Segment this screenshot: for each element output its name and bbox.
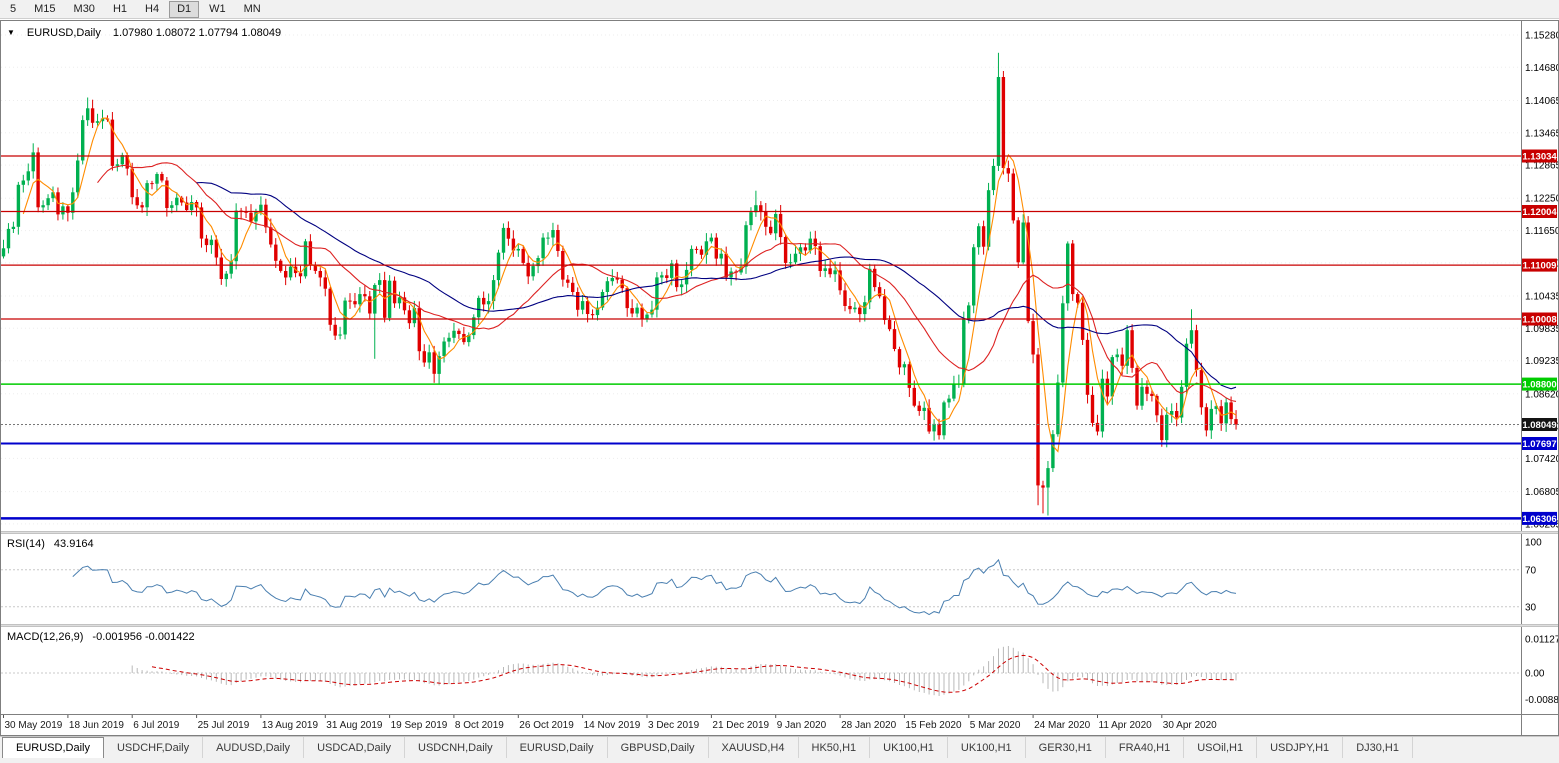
chart-tab-hk50-h1[interactable]: HK50,H1 (799, 737, 871, 758)
timeframe-toolbar: 5 M15 M30 H1 H4 D1 W1 MN (0, 0, 1559, 19)
svg-text:0.00: 0.00 (1525, 669, 1545, 680)
svg-text:3 Dec 2019: 3 Dec 2019 (648, 720, 700, 731)
svg-text:19 Sep 2019: 19 Sep 2019 (391, 720, 448, 731)
chart-tab-gbpusd-daily[interactable]: GBPUSD,Daily (608, 737, 709, 758)
rsi-value: 43.9164 (53, 538, 94, 550)
svg-text:30: 30 (1525, 602, 1537, 613)
svg-text:1.07697: 1.07697 (1522, 439, 1556, 450)
macd-canvas[interactable]: 0.011277 0.00 -0.00884 (1, 627, 1558, 714)
svg-text:1.10008: 1.10008 (1522, 315, 1556, 326)
svg-text:1.12865: 1.12865 (1525, 161, 1558, 172)
svg-text:1.11650: 1.11650 (1525, 226, 1558, 237)
svg-text:31 Aug 2019: 31 Aug 2019 (326, 720, 383, 731)
chart-window: 1.15280 1.14680 1.14065 1.13465 1.12865 1.122… (0, 20, 1559, 736)
rsi-panel[interactable]: 100 70 30 RSI(14) 43.9164 (1, 534, 1558, 624)
svg-text:1.14065: 1.14065 (1525, 96, 1558, 107)
panel-splitter[interactable] (1, 624, 1558, 627)
chart-tab-usdcad-daily[interactable]: USDCAD,Daily (304, 737, 406, 758)
chart-symbol-period: EURUSD,Daily (26, 27, 101, 39)
timeframe-button-d1[interactable]: D1 (169, 0, 200, 18)
timeframe-button-m15[interactable]: M15 (34, 2, 56, 15)
svg-text:24 Mar 2020: 24 Mar 2020 (1034, 720, 1091, 731)
price-panel[interactable]: 1.15280 1.14680 1.14065 1.13465 1.12865 1.122… (1, 21, 1558, 531)
svg-text:1.13034: 1.13034 (1522, 152, 1557, 163)
chart-tab-ger30-h1[interactable]: GER30,H1 (1026, 737, 1106, 758)
svg-text:30 May 2019: 30 May 2019 (5, 720, 63, 731)
svg-text:1.13465: 1.13465 (1525, 128, 1558, 139)
chart-tab-xauusd-h4[interactable]: XAUUSD,H4 (709, 737, 799, 758)
svg-text:-0.00884: -0.00884 (1525, 695, 1558, 706)
chart-menu-icon[interactable]: ▼ (7, 28, 15, 37)
svg-text:13 Aug 2019: 13 Aug 2019 (262, 720, 319, 731)
macd-label: MACD(12,26,9) -0.001956 -0.001422 (7, 631, 195, 643)
chart-ohlc-values: 1.07980 1.08072 1.07794 1.08049 (112, 27, 282, 39)
chart-tab-usdjpy-h1[interactable]: USDJPY,H1 (1257, 737, 1344, 758)
svg-text:1.09835: 1.09835 (1525, 324, 1558, 335)
svg-text:1.08800: 1.08800 (1522, 380, 1556, 391)
svg-text:11 Apr 2020: 11 Apr 2020 (1099, 720, 1153, 731)
svg-text:1.08620: 1.08620 (1525, 389, 1558, 400)
rsi-canvas[interactable]: 100 70 30 (1, 534, 1558, 624)
macd-values: -0.001956 -0.001422 (92, 631, 195, 643)
svg-text:21 Dec 2019: 21 Dec 2019 (712, 720, 769, 731)
svg-text:8 Oct 2019: 8 Oct 2019 (455, 720, 504, 731)
macd-name: MACD(12,26,9) (7, 631, 84, 643)
timeframe-button-5[interactable]: 5 (10, 2, 17, 15)
svg-text:18 Jun 2019: 18 Jun 2019 (69, 720, 124, 731)
price-chart-canvas[interactable]: 1.15280 1.14680 1.14065 1.13465 1.12865 1.122… (1, 21, 1558, 531)
timeframe-button-mn[interactable]: MN (243, 2, 261, 15)
svg-text:1.12250: 1.12250 (1525, 194, 1558, 205)
svg-text:0.011277: 0.011277 (1525, 635, 1558, 646)
svg-text:70: 70 (1525, 565, 1537, 576)
svg-text:5 Mar 2020: 5 Mar 2020 (970, 720, 1021, 731)
time-axis-canvas[interactable]: 30 May 2019 18 Jun 2019 6 Jul 2019 25 Jul 2… (1, 714, 1558, 735)
svg-text:1.06805: 1.06805 (1525, 487, 1558, 498)
svg-text:1.15280: 1.15280 (1525, 31, 1558, 42)
svg-text:14 Nov 2019: 14 Nov 2019 (584, 720, 641, 731)
chart-tab-fra40-h1[interactable]: FRA40,H1 (1106, 737, 1185, 758)
timeframe-button-w1[interactable]: W1 (209, 2, 226, 15)
svg-text:15 Feb 2020: 15 Feb 2020 (905, 720, 962, 731)
chart-tab-usoil-h1[interactable]: USOil,H1 (1184, 737, 1258, 758)
time-axis[interactable]: 30 May 2019 18 Jun 2019 6 Jul 2019 25 Jul 2… (1, 714, 1558, 735)
svg-text:1.14680: 1.14680 (1525, 63, 1558, 74)
timeframe-button-h1[interactable]: H1 (112, 2, 127, 15)
chart-tab-eurusd-daily[interactable]: EURUSD,Daily (2, 737, 104, 758)
timeframe-button-h4[interactable]: H4 (145, 2, 160, 15)
svg-text:1.09235: 1.09235 (1525, 356, 1558, 367)
chart-tab-uk100-h1[interactable]: UK100,H1 (870, 737, 948, 758)
chart-title: ▼ EURUSD,Daily 1.07980 1.08072 1.07794 1… (7, 27, 281, 39)
timeframe-button-m30[interactable]: M30 (73, 2, 95, 15)
rsi-name: RSI(14) (7, 538, 45, 550)
macd-panel[interactable]: 0.011277 0.00 -0.00884 MACD(12,26,9) -0.00… (1, 627, 1558, 714)
svg-text:1.08049: 1.08049 (1522, 420, 1556, 431)
svg-text:26 Oct 2019: 26 Oct 2019 (519, 720, 574, 731)
svg-text:1.11009: 1.11009 (1523, 261, 1557, 272)
chart-tab-dj30-h1[interactable]: DJ30,H1 (1343, 737, 1413, 758)
svg-text:1.07420: 1.07420 (1525, 454, 1558, 465)
svg-text:6 Jul 2019: 6 Jul 2019 (133, 720, 180, 731)
svg-text:28 Jan 2020: 28 Jan 2020 (841, 720, 896, 731)
chart-tab-uk100-h1[interactable]: UK100,H1 (948, 737, 1026, 758)
svg-text:30 Apr 2020: 30 Apr 2020 (1163, 720, 1217, 731)
chart-tabs-bar: EURUSD,Daily USDCHF,Daily AUDUSD,Daily USDC… (0, 736, 1559, 763)
svg-text:100: 100 (1525, 538, 1542, 549)
svg-text:1.06205: 1.06205 (1525, 519, 1558, 530)
svg-text:1.10435: 1.10435 (1525, 292, 1558, 303)
svg-text:9 Jan 2020: 9 Jan 2020 (777, 720, 827, 731)
panel-splitter[interactable] (1, 531, 1558, 534)
chart-tab-eurusd-daily[interactable]: EURUSD,Daily (507, 737, 608, 758)
chart-tab-audusd-daily[interactable]: AUDUSD,Daily (203, 737, 305, 758)
chart-tab-usdchf-daily[interactable]: USDCHF,Daily (104, 737, 204, 758)
svg-text:25 Jul 2019: 25 Jul 2019 (198, 720, 250, 731)
chart-tab-usdcnh-daily[interactable]: USDCNH,Daily (405, 737, 507, 758)
svg-text:1.12004: 1.12004 (1522, 207, 1557, 218)
rsi-label: RSI(14) 43.9164 (7, 538, 94, 550)
svg-text:1.06306: 1.06306 (1522, 514, 1556, 525)
